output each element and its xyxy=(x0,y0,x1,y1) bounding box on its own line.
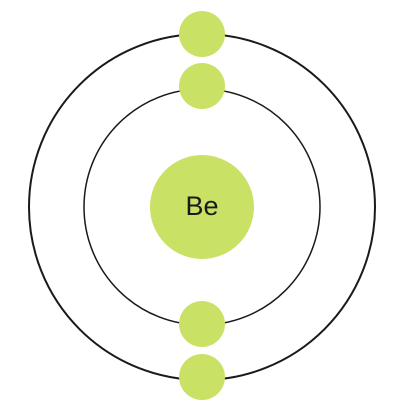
element-symbol: Be xyxy=(185,191,218,221)
nucleus xyxy=(150,155,254,259)
inner-shell-electron-bottom xyxy=(179,301,225,347)
inner-shell-electron-top xyxy=(179,63,225,109)
outer-shell-electron-bottom xyxy=(179,354,225,400)
outer-shell-electron-top xyxy=(179,11,225,57)
